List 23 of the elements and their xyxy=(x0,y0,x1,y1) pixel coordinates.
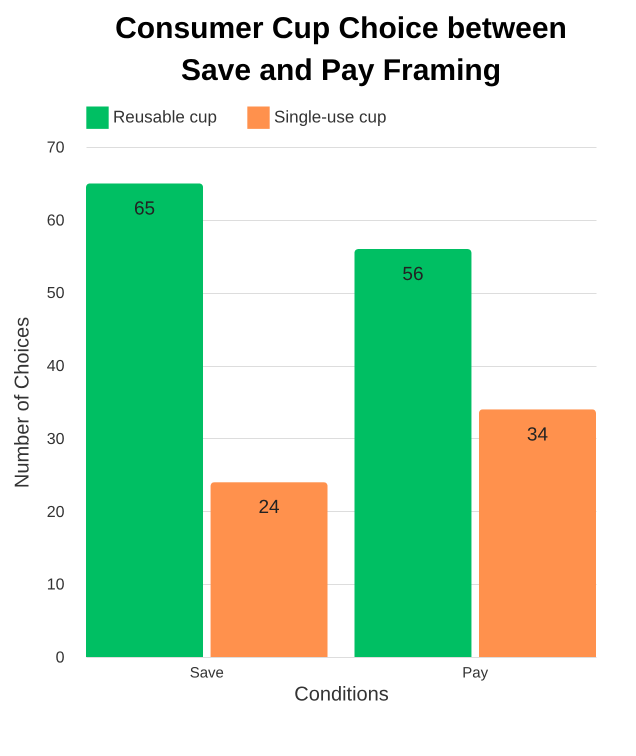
bar xyxy=(210,482,328,657)
legend-label: Reusable cup xyxy=(113,108,217,127)
x-tick-label: Save xyxy=(190,664,224,682)
y-tick-label: 10 xyxy=(46,576,65,594)
data-label: 56 xyxy=(402,264,424,285)
y-tick-label: 70 xyxy=(46,140,65,156)
y-axis-title: Number of Choices xyxy=(12,316,34,488)
y-tick-label: 0 xyxy=(56,650,65,666)
x-axis-title: Conditions xyxy=(294,684,389,706)
y-tick-label: 50 xyxy=(46,285,65,302)
y-tick-label: 60 xyxy=(46,212,65,230)
data-label: 65 xyxy=(134,198,156,220)
data-label: 34 xyxy=(526,424,548,446)
bar xyxy=(478,409,596,657)
y-tick-label: 20 xyxy=(46,504,65,521)
y-tick-label: 40 xyxy=(46,358,65,376)
data-label: 24 xyxy=(258,497,280,518)
chart-title: Consumer Cup Choice between Save and Pay Framing xyxy=(115,12,567,87)
x-tick-label: Pay xyxy=(462,664,489,682)
bar xyxy=(354,249,472,657)
bar xyxy=(86,183,204,657)
legend-label: Single-use cup xyxy=(274,108,386,127)
y-tick-label: 30 xyxy=(46,430,65,448)
